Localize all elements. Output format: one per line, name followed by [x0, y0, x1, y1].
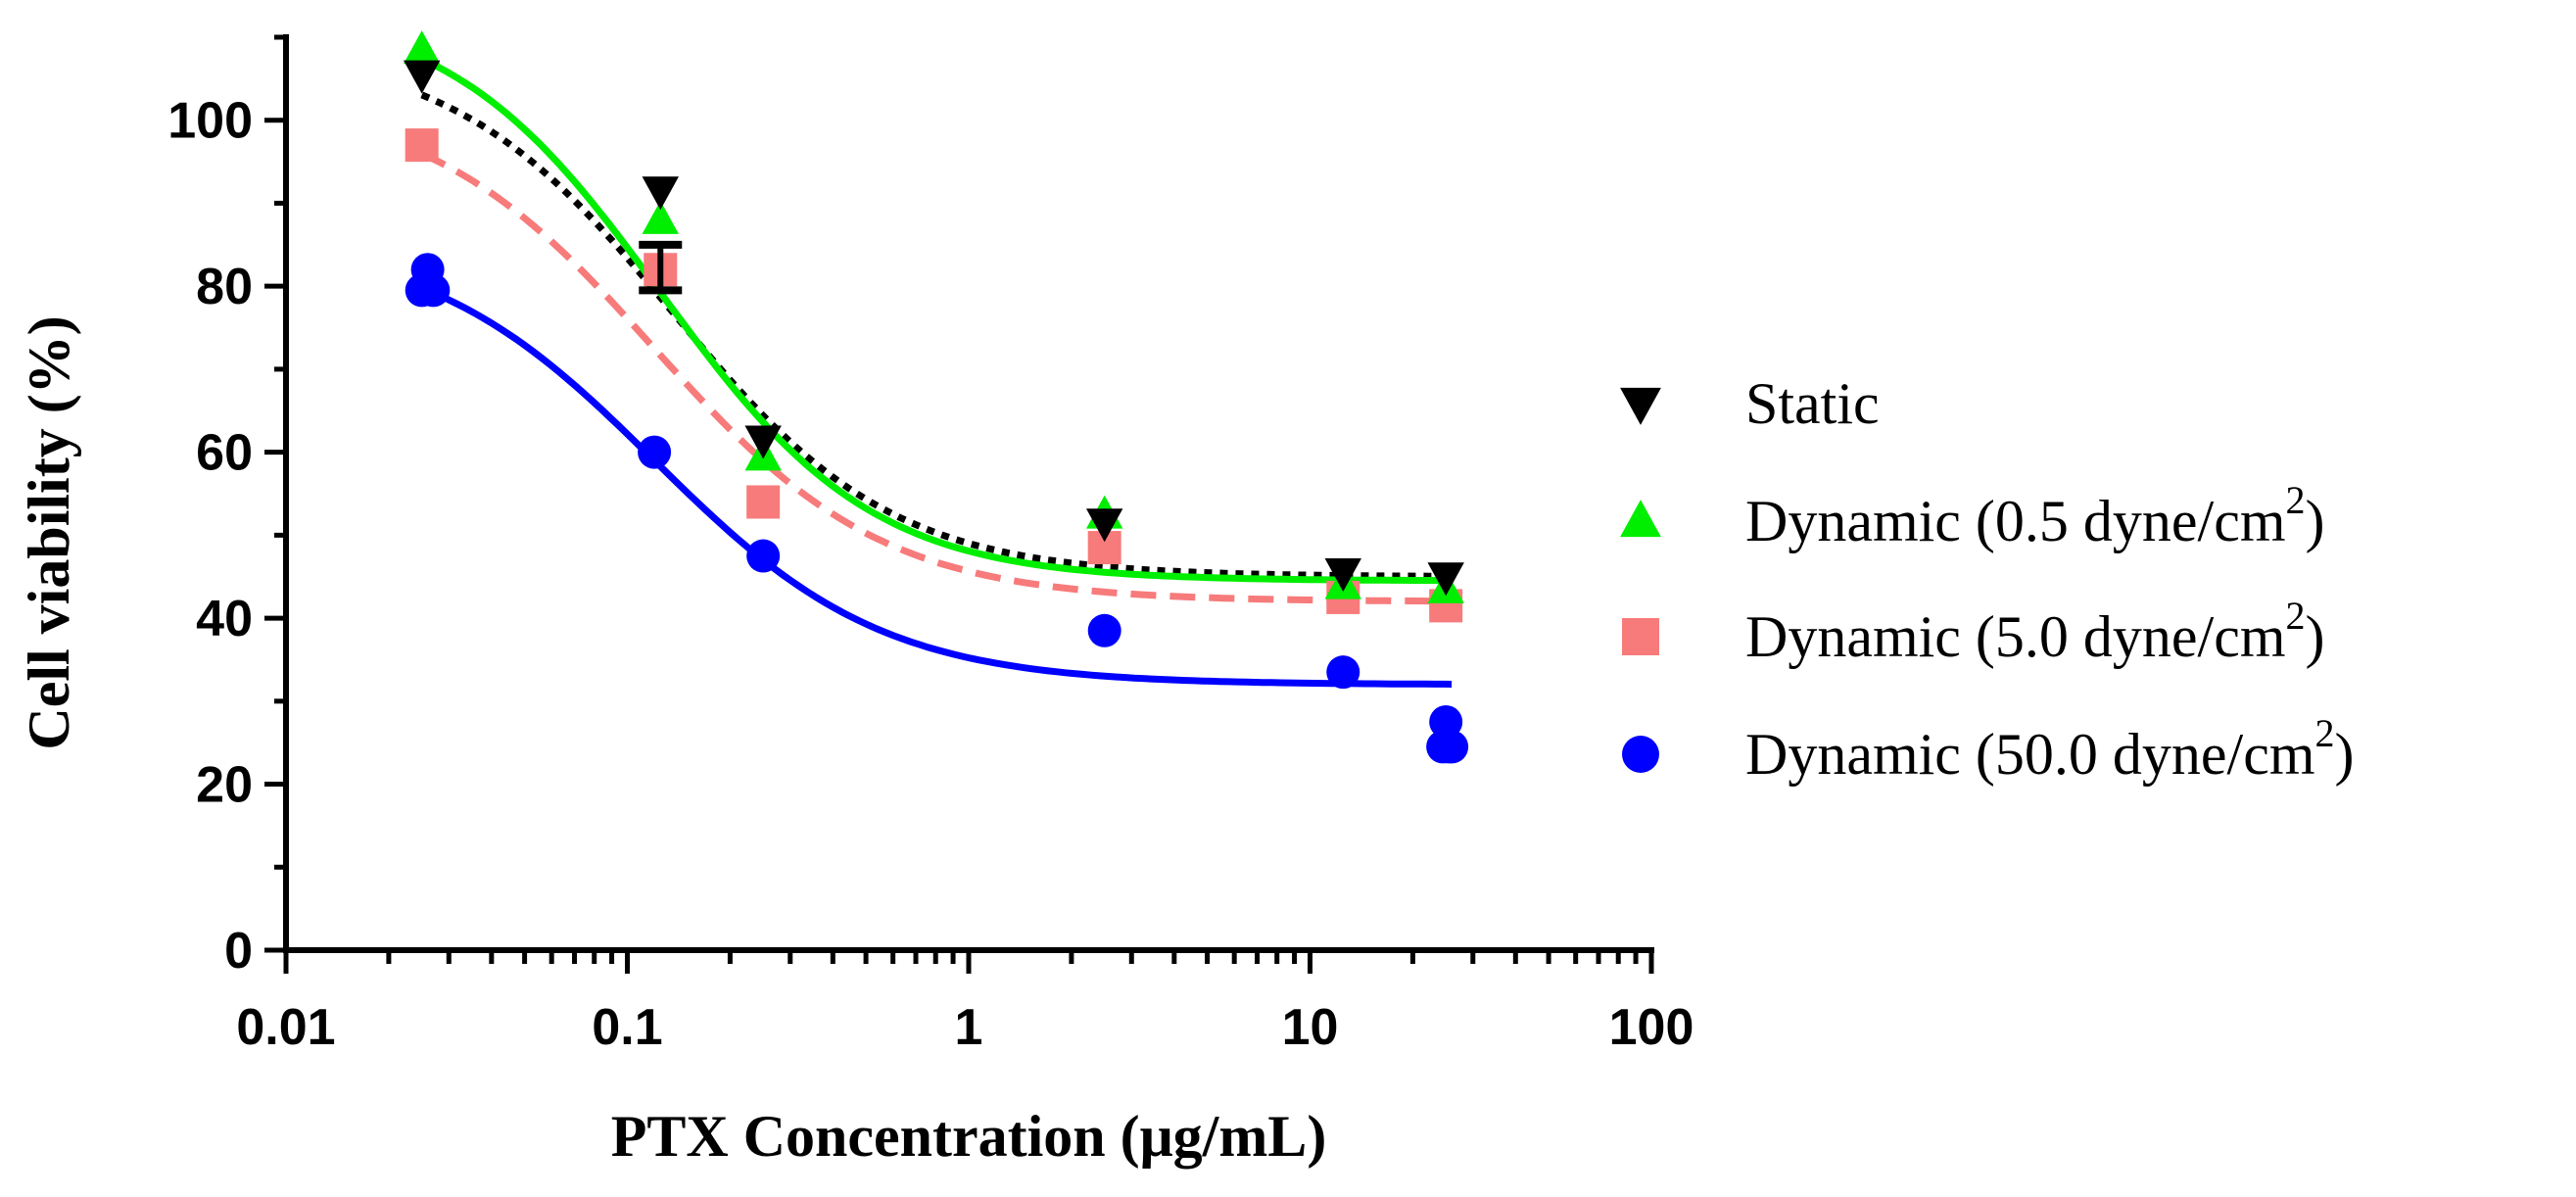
legend-label-3: Dynamic (50.0 dyne/cm2) [1745, 711, 2355, 787]
data-point-1 [642, 200, 679, 234]
data-point-3 [416, 273, 451, 308]
x-tick-label: 10 [1282, 999, 1339, 1056]
y-tick-label: 100 [167, 93, 253, 150]
data-point-2 [746, 485, 781, 519]
legend-label-superscript: 2 [2286, 594, 2306, 638]
legend-label-0: Static [1745, 371, 1880, 436]
data-point-0 [642, 176, 679, 211]
data-point-0 [1427, 562, 1464, 597]
legend-marker-0 [1620, 387, 1661, 425]
data-point-3 [1435, 730, 1469, 764]
legend-label-text: Dynamic (5.0 dyne/cm [1745, 604, 2286, 669]
y-tick-label: 40 [196, 591, 253, 647]
data-points-layer [403, 30, 1469, 764]
legend-label-text: Dynamic (0.5 dyne/cm [1745, 489, 2286, 553]
x-tick-label: 0.1 [592, 999, 662, 1056]
legend-marker-3 [1622, 736, 1659, 773]
legend-marker-2 [1622, 618, 1659, 655]
fit-curves-layer [420, 55, 1453, 688]
y-tick-label: 60 [196, 425, 253, 482]
data-point-2 [405, 128, 439, 163]
legend-label-tail: ) [2306, 489, 2325, 553]
y-axis-title: Cell viability (%) [17, 315, 81, 749]
axes-layer: 0 20 40 60 80 100 0.01 0.1 1 10 100 [167, 34, 1694, 1056]
legend-label-superscript: 2 [2286, 478, 2306, 522]
legend-label-2: Dynamic (5.0 dyne/cm2) [1745, 594, 2325, 669]
y-tick-label: 0 [224, 923, 253, 980]
data-point-3 [1429, 705, 1463, 739]
y-tick-label: 80 [196, 259, 253, 315]
x-tick-label: 0.01 [236, 999, 335, 1056]
data-point-0 [1085, 508, 1123, 543]
y-tick-label: 20 [196, 757, 253, 814]
data-point-0 [744, 425, 782, 459]
legend-label-tail: ) [2306, 604, 2325, 669]
data-point-3 [638, 435, 672, 469]
legend-label-tail: ) [2335, 722, 2355, 787]
x-axis-title: PTX Concentration (μg/mL) [611, 1104, 1327, 1169]
fit-curve-3 [420, 284, 1453, 688]
legend-label-superscript: 2 [2315, 711, 2335, 755]
legend-marker-1 [1620, 500, 1661, 538]
fit-curve-0 [420, 91, 1447, 580]
legend-label-text: Static [1745, 371, 1880, 436]
data-point-3 [1087, 613, 1121, 647]
fit-curve-1 [420, 55, 1447, 585]
data-point-0 [403, 60, 441, 94]
data-point-0 [1324, 558, 1361, 593]
data-point-3 [746, 539, 781, 573]
data-point-1 [403, 30, 441, 65]
fit-curve-2 [420, 150, 1447, 605]
legend-label-1: Dynamic (0.5 dyne/cm2) [1745, 478, 2325, 553]
x-tick-label: 1 [955, 999, 983, 1056]
data-point-3 [1326, 655, 1360, 690]
legend-label-text: Dynamic (50.0 dyne/cm [1745, 722, 2315, 787]
x-tick-label: 100 [1609, 999, 1694, 1056]
